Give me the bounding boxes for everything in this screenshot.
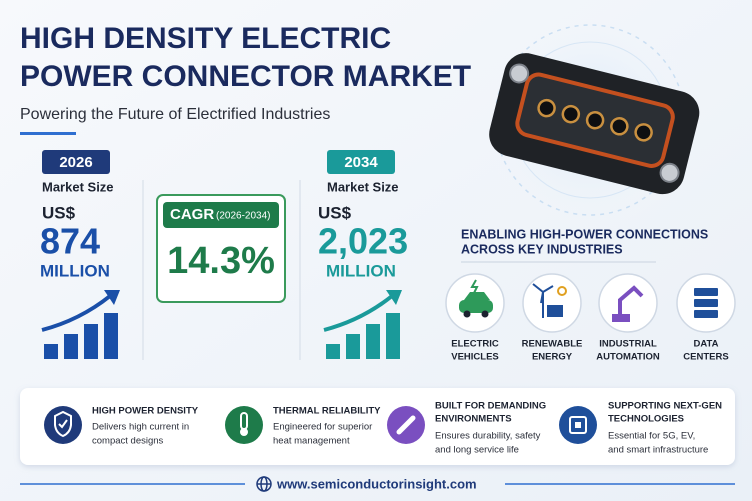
robot-icon: [612, 285, 644, 322]
feature-title: ENVIRONMENTS: [435, 414, 512, 425]
industry-label: ELECTRIC: [451, 339, 499, 350]
feature-text: compact designs: [92, 436, 164, 447]
year-badge: [42, 150, 110, 174]
label: Market Size: [42, 179, 114, 194]
industries-title: ENABLING HIGH-POWER CONNECTIONS: [461, 227, 708, 241]
year: 2026: [59, 154, 92, 171]
feature-text: and long service life: [435, 445, 519, 456]
cagr-period: (2026-2034): [216, 211, 270, 222]
feature-text: and smart infrastructure: [608, 445, 708, 456]
ev-icon: [459, 279, 493, 318]
growth-icon: [41, 290, 120, 359]
industry-label: ENERGY: [532, 352, 573, 363]
label: Market Size: [327, 179, 399, 194]
server-icon: [694, 288, 718, 318]
currency: US$: [42, 203, 76, 222]
feature-text: Delivers high current in: [92, 422, 189, 433]
cagr-header: [163, 202, 279, 228]
title: HIGH DENSITY ELECTRIC: [20, 22, 391, 55]
globe-icon: [256, 476, 272, 492]
website-link[interactable]: www.semiconductorinsight.com: [276, 476, 477, 491]
energy-icon: [532, 283, 567, 318]
feature-text: heat management: [273, 436, 350, 447]
year-badge: [327, 150, 395, 174]
industry-label: CENTERS: [683, 352, 728, 363]
currency: US$: [318, 203, 352, 222]
feature-icons: [44, 406, 597, 444]
feature-title: THERMAL RELIABILITY: [273, 406, 381, 417]
cagr-label: CAGR: [170, 206, 214, 223]
industry-label: AUTOMATION: [596, 352, 660, 363]
feature-text: Ensures durability, safety: [435, 431, 541, 442]
feature-title: TECHNOLOGIES: [608, 414, 684, 425]
feature-title: SUPPORTING NEXT-GEN: [608, 401, 722, 412]
connector-image: [480, 10, 700, 230]
industry-label: DATA: [694, 339, 719, 350]
industry-label: VEHICLES: [451, 352, 499, 363]
industry-label: INDUSTRIAL: [599, 339, 657, 350]
industries-title: ACROSS KEY INDUSTRIES: [461, 242, 623, 256]
cagr-value: 14.3%: [167, 240, 275, 282]
title: POWER CONNECTOR MARKET: [20, 60, 471, 93]
industry-label: RENEWABLE: [522, 339, 583, 350]
feature-text: Essential for 5G, EV,: [608, 431, 695, 442]
features-panel: [20, 388, 735, 465]
year: 2034: [344, 154, 378, 171]
value: 2,023: [318, 221, 408, 262]
underline: [20, 132, 76, 135]
unit: MILLION: [40, 261, 110, 280]
subtitle: Powering the Future of Electrified Indus…: [20, 106, 330, 123]
feature-title: BUILT FOR DEMANDING: [435, 401, 546, 412]
growth-icon: [323, 290, 402, 359]
value: 874: [40, 221, 100, 262]
feature-text: Engineered for superior: [273, 422, 372, 433]
feature-title: HIGH POWER DENSITY: [92, 406, 199, 417]
unit: MILLION: [326, 261, 396, 280]
